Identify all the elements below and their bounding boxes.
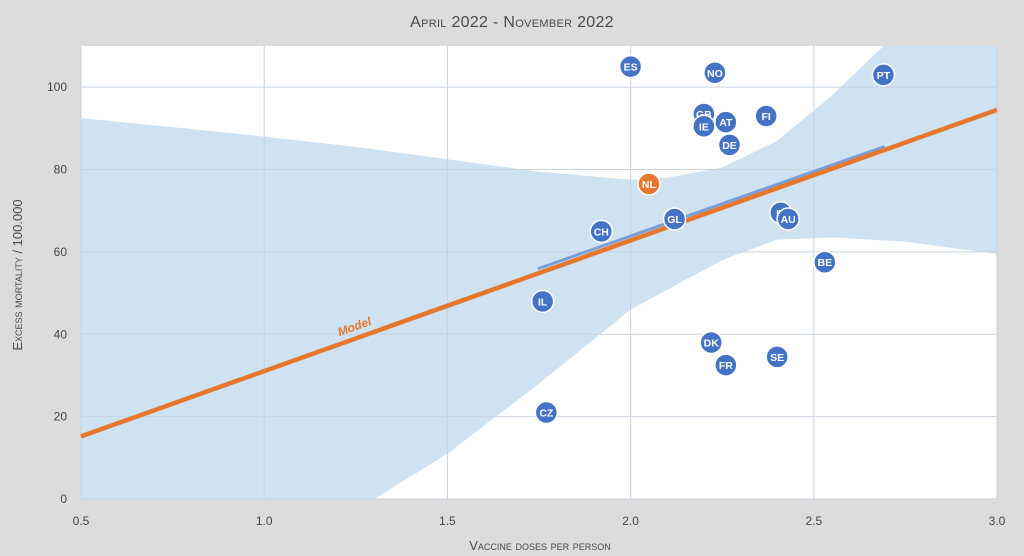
data-point-marker	[714, 353, 738, 377]
data-point-nl: NL	[637, 172, 661, 196]
x-tick-label: 1.5	[439, 514, 456, 528]
data-point-pt: PT	[871, 63, 896, 87]
x-tick-label: 2.0	[622, 514, 639, 528]
data-point-marker	[637, 172, 661, 196]
data-point-il: IL	[530, 289, 555, 314]
data-point-label: SE	[770, 352, 784, 364]
data-point-label: BE	[817, 257, 832, 269]
data-point-au: AU	[776, 207, 800, 231]
data-point-label: CH	[594, 226, 609, 238]
data-point-label: FI	[761, 111, 770, 123]
x-tick-label: 3.0	[989, 514, 1006, 528]
data-point-de: DE	[717, 133, 742, 157]
data-point-marker	[618, 54, 643, 79]
data-point-label: DE	[722, 140, 737, 152]
y-tick-label: 80	[54, 163, 68, 177]
data-point-label: AU	[781, 214, 796, 226]
x-axis-title: Vaccine doses per person	[469, 538, 611, 553]
data-point-no: NO	[703, 61, 727, 85]
data-point-marker	[530, 289, 555, 314]
data-point-marker	[699, 330, 723, 355]
data-point-es: ES	[618, 54, 643, 79]
data-point-label: PT	[877, 70, 891, 82]
y-axis-title: Excess mortality / 100.000	[10, 199, 25, 350]
data-point-marker	[662, 207, 687, 231]
data-point-label: IE	[699, 121, 709, 133]
grid-layer	[80, 46, 998, 500]
data-point-label: FR	[719, 360, 733, 372]
data-point-ch: CH	[589, 219, 614, 244]
data-point-label: NO	[707, 68, 723, 80]
data-point-marker	[703, 61, 727, 85]
data-point-label: IL	[538, 296, 548, 308]
chart-title: April 2022 - November 2022	[410, 14, 614, 31]
x-tick-label: 2.5	[805, 514, 822, 528]
data-point-label: CZ	[539, 408, 554, 420]
y-tick-label: 0	[60, 492, 67, 506]
point-layer: ESNOPTGBIEATFIDENLGLCHITAUBEILDKSEFRCZ	[530, 54, 896, 425]
data-point-gl: GL	[662, 207, 687, 231]
data-point-marker	[754, 104, 778, 128]
data-point-marker	[717, 133, 742, 157]
data-point-marker	[714, 110, 738, 134]
data-point-marker	[813, 250, 837, 274]
y-tick-label: 100	[47, 80, 67, 94]
data-point-be: BE	[813, 250, 837, 274]
data-point-dk: DK	[699, 330, 723, 355]
y-tick-label: 60	[54, 245, 68, 259]
data-point-marker	[765, 345, 789, 369]
x-tick-label: 0.5	[73, 514, 90, 528]
data-point-marker	[776, 207, 800, 231]
data-point-label: ES	[624, 62, 638, 74]
model-line	[80, 107, 998, 439]
data-point-fi: FI	[754, 104, 778, 128]
data-point-se: SE	[765, 345, 789, 369]
data-point-label: AT	[719, 117, 733, 129]
data-point-ie: IE	[692, 114, 716, 139]
y-tick-label: 40	[54, 327, 68, 341]
y-tick-label: 20	[54, 410, 68, 424]
data-point-marker	[589, 219, 614, 244]
axis-layer: 0.5 1.0 1.5 2.0 2.5 3.0 0 20 40 60 80 100	[47, 80, 1006, 528]
data-point-label: GL	[667, 214, 682, 226]
data-point-cz: CZ	[534, 400, 559, 425]
data-point-fr: FR	[714, 353, 738, 377]
x-tick-label: 1.0	[256, 514, 273, 528]
fit-line	[537, 145, 885, 270]
data-point-marker	[871, 63, 896, 87]
data-point-label: NL	[642, 179, 657, 191]
data-point-at: AT	[714, 110, 738, 134]
data-point-label: DK	[704, 338, 720, 350]
data-point-marker	[534, 400, 559, 425]
